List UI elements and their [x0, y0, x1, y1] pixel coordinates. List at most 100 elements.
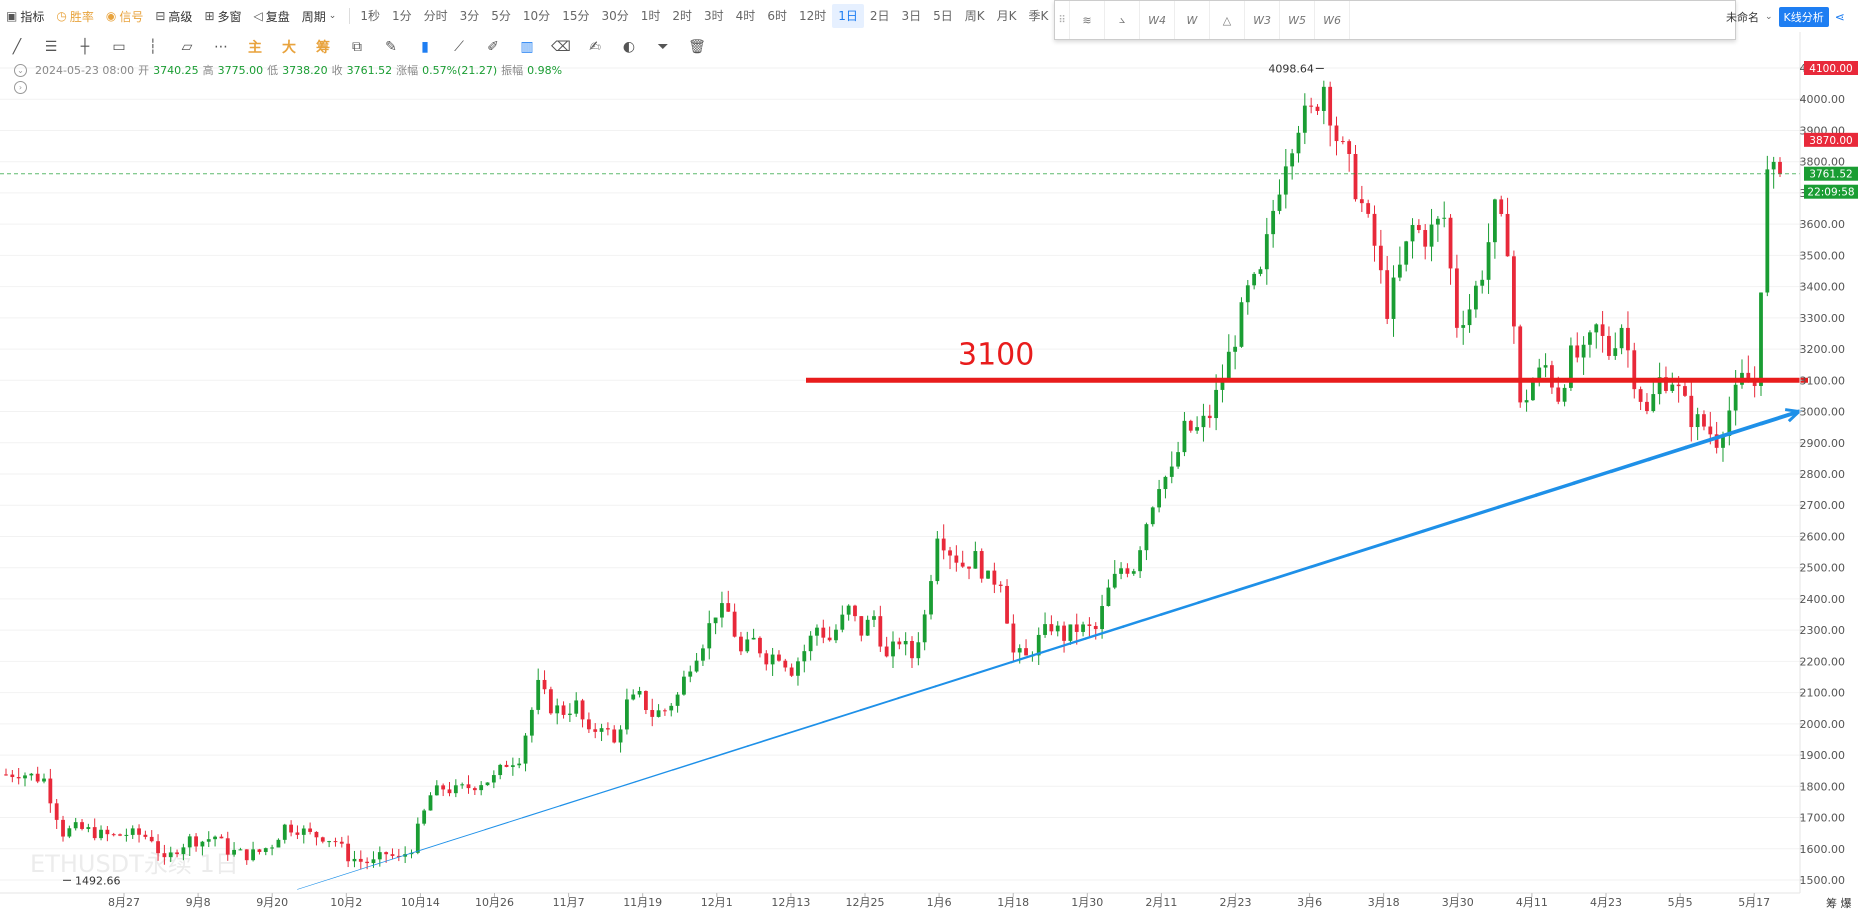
period-19[interactable]: 月K	[996, 9, 1017, 23]
upper-icon[interactable]: 主	[248, 40, 262, 56]
period-8[interactable]: 1时	[640, 9, 661, 23]
topbar-item-0[interactable]: ▣ 指标	[0, 4, 50, 28]
divider	[349, 8, 351, 24]
candle-body	[194, 836, 198, 847]
candle-body	[1011, 623, 1016, 653]
candle-body	[1024, 648, 1028, 656]
collapse-icon[interactable]: ⌄	[14, 63, 27, 77]
topbar-item-label: 指标	[20, 9, 45, 24]
open-label: 开	[138, 64, 150, 77]
topbar-item-5[interactable]: ◁ 复盘	[248, 4, 296, 28]
wave-tool-6[interactable]: W5	[1280, 1, 1315, 39]
candle-body	[1233, 346, 1238, 352]
period-18[interactable]: 周K	[964, 9, 985, 23]
candle-body	[1334, 125, 1339, 142]
candle-body	[1144, 524, 1149, 551]
overlay-icon[interactable]: ⧉	[352, 39, 362, 55]
wave-tool-1[interactable]: ⦣	[1105, 1, 1140, 39]
expand-icon[interactable]: ›	[14, 81, 27, 94]
wave-tool-0[interactable]: ≋	[1070, 1, 1105, 39]
candle-body	[910, 641, 914, 659]
topbar-item-2[interactable]: ◉ 信号	[100, 4, 150, 28]
candle-body	[1708, 426, 1713, 435]
color-icon[interactable]: ◐	[622, 39, 636, 55]
bars-icon[interactable]: ▥	[520, 39, 534, 55]
trend-line-segment	[334, 865, 373, 878]
period-12[interactable]: 6时	[767, 9, 787, 23]
big-icon[interactable]: 大	[282, 40, 296, 56]
period-7[interactable]: 30分	[601, 9, 629, 23]
candle-body	[187, 836, 192, 848]
topbar-item-3[interactable]: ⊟ 高级	[149, 4, 198, 28]
horizontal-line-icon[interactable]: ┼	[80, 39, 90, 55]
trend-line-segment	[1159, 601, 1200, 616]
delete-icon[interactable]: ⌫	[551, 39, 571, 55]
high-label: 高	[202, 64, 214, 77]
period-4[interactable]: 5分	[491, 9, 511, 23]
wave-tool-5[interactable]: W3	[1245, 1, 1280, 39]
candle-body	[1226, 351, 1231, 380]
line-tool-icon[interactable]: ╱	[12, 39, 22, 55]
y-tick-label: 2000.00	[1800, 718, 1846, 731]
period-10[interactable]: 3时	[704, 9, 724, 23]
wave-tool-2[interactable]: W4	[1140, 1, 1175, 39]
candle-body	[612, 729, 617, 743]
ruler-icon[interactable]: ⟋	[454, 39, 464, 55]
candle-body	[1258, 269, 1263, 274]
parallelogram-icon[interactable]: ▱	[181, 39, 193, 55]
bookmark-icon[interactable]: ▮	[421, 39, 429, 55]
candle-body	[599, 728, 604, 732]
kline-analysis-button[interactable]: K线分析	[1778, 7, 1829, 27]
candle-body	[1036, 634, 1041, 656]
chips-icon[interactable]: 筹	[316, 40, 330, 56]
wave-tool-4[interactable]: △	[1210, 1, 1245, 39]
trend-line-segment	[972, 661, 1012, 676]
parallel-lines-icon[interactable]: ☰	[44, 39, 58, 55]
period-9[interactable]: 2时	[672, 9, 693, 23]
drag-handle-icon[interactable]: ⠿	[1055, 1, 1070, 39]
wave-tool-3[interactable]: W	[1175, 1, 1210, 39]
trash-icon[interactable]: 🗑	[688, 39, 706, 55]
rename-label[interactable]: 未命名	[1726, 11, 1759, 24]
candle-body	[472, 788, 477, 791]
period-16[interactable]: 3日	[901, 9, 922, 23]
topbar-item-4[interactable]: ⊞ 多窗	[198, 4, 247, 28]
period-17[interactable]: 5日	[933, 9, 953, 23]
note-icon[interactable]: ✍	[589, 39, 601, 55]
magnet-icon[interactable]: ✎	[385, 39, 397, 55]
period-0[interactable]: 1秒	[360, 9, 380, 23]
candle-body	[1340, 141, 1345, 143]
more-icon[interactable]: ⋯	[214, 39, 228, 55]
candle-body	[29, 773, 34, 776]
brush-icon[interactable]: ✐	[487, 39, 499, 55]
candle-body	[200, 841, 205, 847]
period-13[interactable]: 12时	[798, 9, 827, 23]
footer-labels: 筹 爆	[1826, 897, 1852, 910]
candle-body	[61, 819, 65, 837]
wave-tool-7[interactable]: W6	[1315, 1, 1350, 39]
rectangle-icon[interactable]: ▭	[112, 39, 126, 55]
period-11[interactable]: 4时	[735, 9, 756, 23]
period-14[interactable]: 1日	[832, 4, 864, 28]
period-1[interactable]: 1分	[391, 9, 412, 23]
period-6[interactable]: 15分	[562, 9, 590, 23]
share-icon[interactable]: ⋖	[1834, 10, 1845, 24]
vertical-line-icon[interactable]: ┆	[148, 39, 158, 55]
grid-lines	[0, 67, 1800, 881]
trend-line-segment	[1009, 649, 1050, 664]
period-20[interactable]: 季K	[1028, 9, 1049, 23]
candle-body	[789, 667, 794, 676]
topbar-item-6[interactable]: 周期 ⌄	[296, 4, 346, 28]
period-15[interactable]: 2日	[869, 9, 890, 23]
filter-icon[interactable]: ⏷	[657, 39, 669, 55]
candle-body	[1378, 245, 1383, 271]
chevron-down-icon[interactable]: ⌄	[1765, 12, 1773, 22]
period-2[interactable]: 分时	[423, 9, 448, 23]
topbar-item-1[interactable]: ◷ 胜率	[50, 4, 100, 28]
period-5[interactable]: 10分	[522, 9, 551, 23]
trend-line-segment	[1684, 433, 1726, 450]
period-3[interactable]: 3分	[459, 9, 480, 23]
info-date: 2024-05-23 08:00	[35, 63, 135, 77]
y-tick-label: 2300.00	[1800, 624, 1846, 637]
